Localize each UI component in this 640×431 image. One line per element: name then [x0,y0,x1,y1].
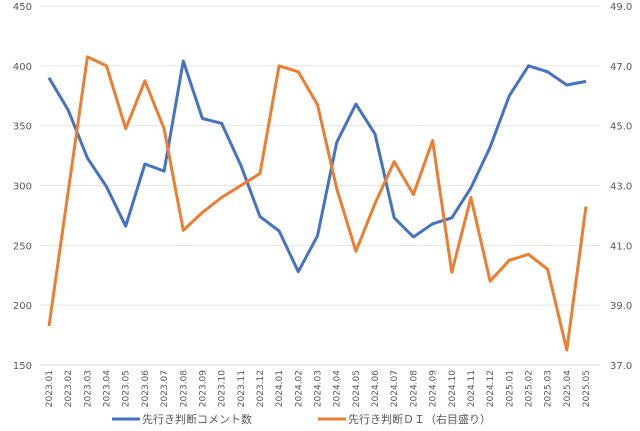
y-left-tick-label: 350 [13,122,32,133]
x-tick-label: 2025.02 [524,370,534,407]
x-tick-label: 2023.08 [179,370,189,407]
x-tick-label: 2024.01 [275,370,285,407]
y-left-tick-label: 150 [13,361,32,372]
x-tick-label: 2023.12 [256,370,266,407]
x-tick-label: 2024.05 [352,370,362,407]
x-tick-label: 2023.10 [218,370,228,407]
y-left-tick-label: 400 [13,62,32,73]
x-tick-label: 2023.07 [160,370,170,407]
x-tick-label: 2025.01 [505,370,515,407]
y-right-tick-label: 39.0 [610,301,632,312]
x-tick-label: 2024.03 [314,370,324,407]
y-right-tick-label: 45.0 [610,122,632,133]
x-tick-label: 2023.04 [103,370,113,407]
x-tick-label: 2023.11 [237,370,247,407]
x-tick-label: 2023.06 [141,370,151,407]
x-tick-label: 2025.04 [563,370,573,407]
legend-label: 先行き判断ＤＩ（右目盛り） [348,412,491,426]
x-tick-label: 2024.07 [390,370,400,407]
y-right-tick-label: 49.0 [610,2,632,13]
series-line-2 [47,55,588,352]
y-left-tick-label: 450 [13,2,32,13]
x-tick-label: 2023.05 [122,370,132,407]
y-right-tick-label: 43.0 [610,182,632,193]
y-left-tick-label: 300 [13,182,32,193]
x-tick-label: 2023.03 [83,370,93,407]
x-tick-label: 2024.06 [371,370,381,407]
y-right-tick-label: 47.0 [610,62,632,73]
x-tick-label: 2024.08 [409,370,419,407]
y-right-tick-label: 41.0 [610,241,632,252]
x-tick-label: 2024.10 [448,370,458,407]
series-line-1 [47,59,587,274]
y-right-tick-label: 37.0 [610,361,632,372]
x-tick-label: 2024.11 [467,370,477,407]
x-tick-label: 2024.04 [333,370,343,407]
x-tick-label: 2023.01 [45,370,55,407]
legend-label: 先行き判断コメント数 [142,412,252,426]
y-left-tick-label: 200 [13,301,32,312]
x-tick-label: 2024.02 [294,370,304,407]
y-left-tick-label: 250 [13,241,32,252]
x-tick-label: 2023.02 [64,370,74,407]
x-tick-label: 2024.09 [429,370,439,407]
x-tick-label: 2023.09 [198,370,208,407]
x-tick-label: 2025.03 [544,370,554,407]
x-tick-label: 2024.12 [486,370,496,407]
x-tick-label: 2025.05 [582,370,592,407]
